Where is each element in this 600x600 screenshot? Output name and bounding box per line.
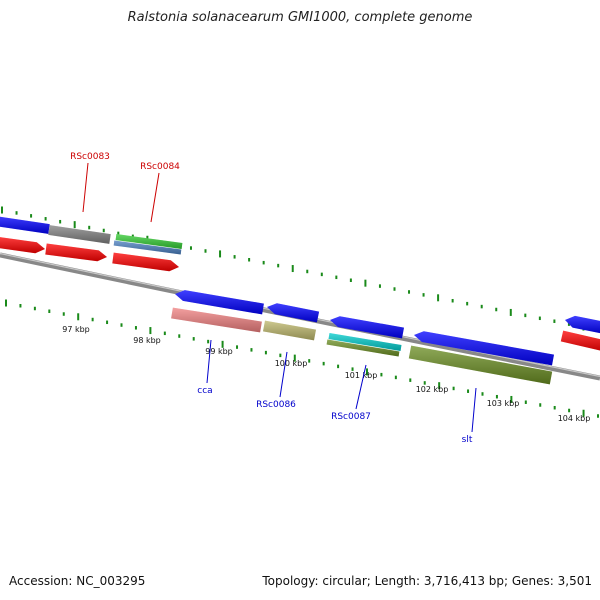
- gene-features: [0, 216, 600, 385]
- gene-leader-line: [150, 172, 160, 223]
- gene-leader-line: [82, 162, 89, 213]
- scale-label: 99 kbp: [205, 347, 233, 356]
- accession-text: Accession: NC_003295: [9, 574, 146, 588]
- gene-leader-line: [279, 351, 288, 398]
- gene-label-slt[interactable]: slt: [462, 435, 473, 445]
- scale-label: 102 kbp: [416, 385, 449, 394]
- scale-label: 101 kbp: [345, 371, 378, 380]
- gene-label-rsc0084[interactable]: RSc0084: [140, 162, 180, 172]
- gene-leader-line: [355, 364, 367, 410]
- scale-label: 104 kbp: [558, 414, 591, 423]
- topology-text: Topology: circular; Length: 3,716,413 bp…: [262, 574, 592, 588]
- scale-labels: 97 kbp 98 kbp 99 kbp 100 kbp 101 kbp 102 kbp 1…: [62, 325, 590, 423]
- scale-label: 98 kbp: [133, 336, 161, 345]
- gene-label-rsc0083[interactable]: RSc0083: [70, 152, 110, 162]
- scale-label: 100 kbp: [275, 359, 308, 368]
- tick-marks-inner: [5, 299, 599, 418]
- gene-label-rsc0087[interactable]: RSc0087: [331, 412, 371, 422]
- gene-leader-line: [471, 387, 477, 433]
- gene-leader-line: [206, 339, 212, 384]
- scale-label: 103 kbp: [487, 399, 520, 408]
- gene-label-cca[interactable]: cca: [197, 386, 212, 396]
- scale-label: 97 kbp: [62, 325, 90, 334]
- gene-label-rsc0086[interactable]: RSc0086: [256, 400, 296, 410]
- map-title: Ralstonia solanacearum GMI1000, complete…: [127, 10, 473, 25]
